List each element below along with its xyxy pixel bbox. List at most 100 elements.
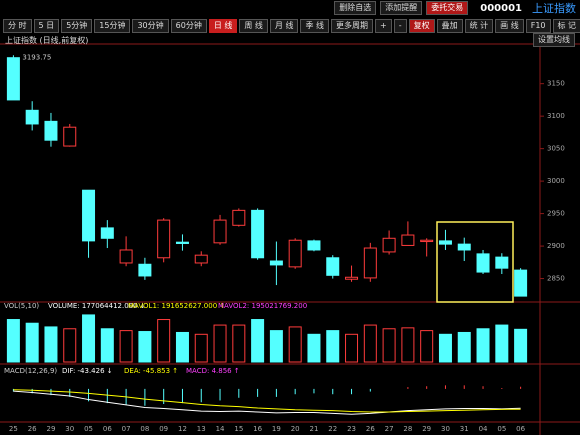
toolbar-button[interactable]: 日 线 (208, 18, 238, 33)
x-tick-label: 23 (347, 425, 356, 433)
x-tick-label: 29 (47, 425, 56, 433)
toolbar-button[interactable]: 标 记 (552, 18, 580, 33)
toolbar-button[interactable]: - (393, 18, 407, 33)
top-bar: 删除自选 添加提醒 委托交易 000001 上证指数 (0, 0, 580, 16)
volume-bar (457, 331, 471, 363)
macd-line (13, 389, 521, 413)
x-tick-label: 26 (28, 425, 37, 433)
candle-body (138, 263, 152, 277)
toolbar-button[interactable]: + (375, 18, 392, 33)
volume-bar (100, 328, 114, 363)
x-tick-label: 26 (366, 425, 375, 433)
x-tick-label: 06 (103, 425, 112, 433)
panel-title: MACD(12,26,9) (4, 367, 57, 375)
action-button[interactable]: 删除自选 (334, 1, 377, 15)
candle-body (119, 249, 133, 264)
candle-body (438, 240, 452, 245)
x-tick-label: 13 (197, 425, 206, 433)
candle-body (363, 247, 377, 279)
x-tick-label: 30 (65, 425, 74, 433)
panel-title: VOL(5,10) (4, 302, 39, 310)
y-tick-label: 2850 (547, 275, 565, 283)
volume-bar (476, 328, 490, 363)
x-tick-label: 04 (479, 425, 488, 433)
indicator-label: MAVOL1: 191652627.000 ↑ (128, 302, 225, 310)
volume-bar (363, 324, 377, 363)
toolbar-button[interactable]: 周 线 (239, 18, 268, 33)
toolbar-button[interactable]: 叠加 (436, 18, 463, 33)
x-tick-label: 09 (159, 425, 168, 433)
x-tick-label: 29 (422, 425, 431, 433)
indicator-label: VOLUME: 177064412.000 ↓ (48, 302, 146, 310)
candle-body (194, 254, 208, 264)
volume-bar (382, 328, 396, 363)
volume-bar (251, 319, 265, 363)
x-tick-label: 19 (272, 425, 281, 433)
y-tick-label: 2900 (547, 242, 565, 250)
candle-body (382, 237, 396, 253)
volume-bar (63, 328, 77, 363)
volume-bar (44, 326, 58, 363)
volume-bar (514, 328, 528, 363)
candle-body (251, 209, 265, 259)
toolbar-button[interactable]: 60分钟 (170, 18, 207, 33)
candle-body (82, 189, 96, 242)
volume-bar (157, 319, 171, 363)
x-tick-label: 15 (234, 425, 243, 433)
candle-body (495, 256, 509, 269)
candle-body (345, 276, 359, 280)
action-button[interactable]: 添加提醒 (380, 1, 423, 15)
x-tick-label: 14 (216, 425, 225, 433)
toolbar-button[interactable]: 季 线 (300, 18, 330, 33)
toolbar-button[interactable]: 30分钟 (132, 18, 169, 33)
x-tick-label: 05 (84, 425, 93, 433)
y-tick-label: 3000 (547, 177, 565, 185)
volume-bar (194, 333, 208, 363)
toolbar-button[interactable]: 更多周期 (331, 18, 374, 33)
y-tick-label: 3050 (547, 145, 565, 153)
candle-body (420, 239, 434, 243)
toolbar-button[interactable]: 5分钟 (61, 18, 93, 33)
x-tick-label: 12 (178, 425, 187, 433)
candle-body (213, 219, 227, 244)
chart-subtitle: 上证指数 (日线,前复权) (5, 35, 89, 45)
candle-body (514, 269, 528, 297)
toolbar-button[interactable]: 复权 (408, 18, 435, 33)
action-button[interactable]: 委托交易 (426, 1, 469, 15)
x-tick-label: 20 (291, 425, 300, 433)
stock-name: 上证指数 (532, 2, 576, 15)
indicator-label: MAVOL2: 195021769.200 (218, 302, 307, 310)
x-tick-label: 08 (140, 425, 149, 433)
macd-line (13, 390, 521, 415)
x-tick-label: 31 (460, 425, 469, 433)
volume-bar (6, 319, 20, 363)
toolbar-button[interactable]: 5 日 (33, 18, 60, 33)
volume-bar (420, 330, 434, 363)
x-tick-label: 05 (497, 425, 506, 433)
volume-bar (401, 327, 415, 363)
toolbar-button[interactable]: 月 线 (269, 18, 299, 33)
candle-body (457, 243, 471, 251)
toolbar-button[interactable]: F10 (525, 18, 551, 33)
x-tick-label: 27 (385, 425, 394, 433)
x-tick-label: 25 (9, 425, 18, 433)
volume-bar (25, 322, 39, 363)
volume-bar (175, 331, 189, 363)
y-tick-label: 2950 (547, 210, 565, 218)
toolbar-button[interactable]: 统 计 (464, 18, 494, 33)
price-annotation: 3193.75 (22, 53, 51, 61)
toolbar-button[interactable]: 15分钟 (94, 18, 131, 33)
toolbar-button[interactable]: 画 线 (495, 18, 524, 33)
stock-code: 000001 (480, 2, 522, 14)
volume-bar (213, 324, 227, 363)
candle-body (307, 240, 321, 251)
volume-bar (288, 326, 302, 363)
toolbar-button[interactable]: 分 时 (3, 18, 32, 33)
volume-bar (269, 330, 283, 363)
volume-bar (119, 330, 133, 363)
volume-bar (138, 331, 152, 363)
tool-bar: + - 复权 叠加统 计画 线 F10 标 记 (375, 18, 580, 33)
ma-setting-button[interactable]: 设置均线 (533, 33, 575, 47)
indicator-label: DEA: -45.853 ↑ (124, 367, 178, 375)
candle-body (269, 260, 283, 266)
